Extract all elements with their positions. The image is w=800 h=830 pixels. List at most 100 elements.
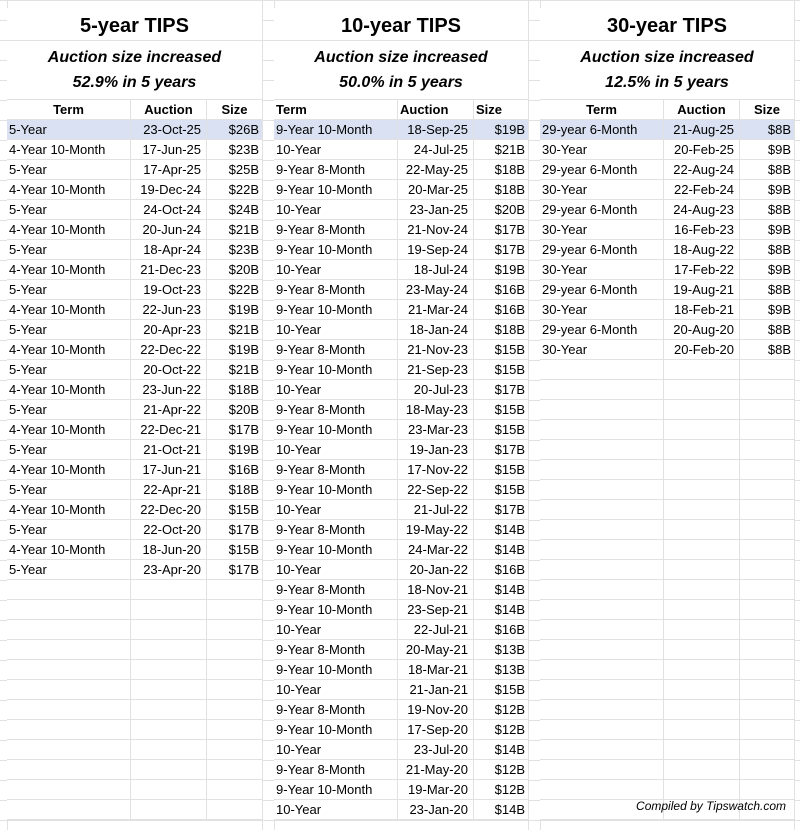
auction-date-cell[interactable]: 22-Dec-22	[131, 340, 207, 359]
table-row[interactable]: 30-Year 20-Feb-20 $8B	[540, 340, 794, 360]
size-cell[interactable]: $19B	[494, 262, 525, 277]
empty-cell[interactable]	[540, 580, 664, 599]
size-cell[interactable]: $17B	[228, 562, 259, 577]
auction-date-cell[interactable]: 20-Feb-20	[664, 340, 740, 359]
empty-cell[interactable]	[131, 700, 207, 719]
size-cell[interactable]: $20B	[228, 262, 259, 277]
empty-row[interactable]	[540, 620, 794, 640]
table-row[interactable]: 4-Year 10-Month 22-Jun-23 $19B	[7, 300, 262, 320]
term-cell[interactable]: 29-year 6-Month	[540, 120, 664, 139]
term-cell[interactable]: 5-Year	[7, 240, 131, 259]
term-cell[interactable]: 30-Year	[540, 300, 664, 319]
empty-cell[interactable]	[740, 380, 794, 399]
empty-cell[interactable]	[664, 600, 740, 619]
table-row[interactable]: 9-Year 10-Month 24-Mar-22 $14B	[274, 540, 528, 560]
auction-date-cell[interactable]: 19-Mar-20	[398, 780, 474, 799]
auction-date-cell[interactable]: 21-Apr-22	[131, 400, 207, 419]
table-row[interactable]: 9-Year 8-Month 18-Nov-21 $14B	[274, 580, 528, 600]
size-cell[interactable]: $21B	[228, 322, 259, 337]
empty-row[interactable]	[540, 720, 794, 740]
auction-date-cell[interactable]: 18-Mar-21	[398, 660, 474, 679]
size-cell[interactable]: $8B	[767, 322, 791, 337]
empty-row[interactable]	[540, 360, 794, 380]
empty-cell[interactable]	[664, 460, 740, 479]
auction-date-cell[interactable]: 18-Jul-24	[398, 260, 474, 279]
table-row[interactable]: 9-Year 10-Month 20-Mar-25 $18B	[274, 180, 528, 200]
size-cell[interactable]: $15B	[228, 502, 259, 517]
auction-date-cell[interactable]: 22-Dec-21	[131, 420, 207, 439]
size-cell[interactable]: $23B	[228, 242, 259, 257]
auction-date-cell[interactable]: 18-Jun-20	[131, 540, 207, 559]
table-row[interactable]: 5-Year 22-Oct-20 $17B	[7, 520, 262, 540]
table-row[interactable]: 5-Year 21-Apr-22 $20B	[7, 400, 262, 420]
empty-cell[interactable]	[740, 520, 794, 539]
empty-row[interactable]	[540, 440, 794, 460]
empty-cell[interactable]	[664, 540, 740, 559]
empty-cell[interactable]	[540, 540, 664, 559]
term-cell[interactable]: 5-Year	[7, 480, 131, 499]
auction-date-cell[interactable]: 23-Sep-21	[398, 600, 474, 619]
empty-cell[interactable]	[207, 660, 262, 679]
auction-date-cell[interactable]: 17-Nov-22	[398, 460, 474, 479]
empty-cell[interactable]	[7, 700, 131, 719]
empty-cell[interactable]	[664, 800, 740, 819]
auction-date-cell[interactable]: 23-Jul-20	[398, 740, 474, 759]
auction-date-cell[interactable]: 21-Nov-23	[398, 340, 474, 359]
empty-cell[interactable]	[7, 620, 131, 639]
term-cell[interactable]: 9-Year 10-Month	[274, 480, 398, 499]
table-row[interactable]: 9-Year 8-Month 19-Nov-20 $12B	[274, 700, 528, 720]
auction-date-cell[interactable]: 22-Feb-24	[664, 180, 740, 199]
term-cell[interactable]: 9-Year 10-Month	[274, 540, 398, 559]
size-cell[interactable]: $12B	[494, 702, 525, 717]
term-cell[interactable]: 10-Year	[274, 140, 398, 159]
term-cell[interactable]: 29-year 6-Month	[540, 280, 664, 299]
table-row[interactable]: 9-Year 8-Month 21-Nov-24 $17B	[274, 220, 528, 240]
table-row[interactable]: 4-Year 10-Month 22-Dec-22 $19B	[7, 340, 262, 360]
empty-cell[interactable]	[664, 720, 740, 739]
table-row[interactable]: 5-Year 22-Apr-21 $18B	[7, 480, 262, 500]
empty-cell[interactable]	[664, 360, 740, 379]
empty-cell[interactable]	[540, 740, 664, 759]
auction-date-cell[interactable]: 18-Jan-24	[398, 320, 474, 339]
auction-date-cell[interactable]: 19-Dec-24	[131, 180, 207, 199]
term-cell[interactable]: 9-Year 10-Month	[274, 720, 398, 739]
size-cell[interactable]: $18B	[494, 322, 525, 337]
empty-cell[interactable]	[740, 600, 794, 619]
empty-cell[interactable]	[7, 760, 131, 779]
table-row[interactable]: 29-year 6-Month 24-Aug-23 $8B	[540, 200, 794, 220]
size-cell[interactable]: $16B	[494, 562, 525, 577]
size-cell[interactable]: $24B	[228, 202, 259, 217]
term-cell[interactable]: 29-year 6-Month	[540, 160, 664, 179]
empty-row[interactable]	[540, 600, 794, 620]
empty-row[interactable]	[540, 640, 794, 660]
term-cell[interactable]: 4-Year 10-Month	[7, 220, 131, 239]
empty-cell[interactable]	[540, 440, 664, 459]
empty-row[interactable]	[7, 620, 262, 640]
term-cell[interactable]: 9-Year 8-Month	[274, 400, 398, 419]
table-row[interactable]: 10-Year 18-Jul-24 $19B	[274, 260, 528, 280]
auction-date-cell[interactable]: 23-Jun-22	[131, 380, 207, 399]
empty-cell[interactable]	[664, 560, 740, 579]
auction-date-cell[interactable]: 20-Apr-23	[131, 320, 207, 339]
auction-date-cell[interactable]: 22-Dec-20	[131, 500, 207, 519]
empty-cell[interactable]	[540, 400, 664, 419]
size-cell[interactable]: $17B	[494, 242, 525, 257]
size-cell[interactable]: $20B	[228, 402, 259, 417]
size-cell[interactable]: $12B	[494, 762, 525, 777]
table-row[interactable]: 29-year 6-Month 21-Aug-25 $8B	[540, 120, 794, 140]
empty-row[interactable]	[540, 780, 794, 800]
size-cell[interactable]: $22B	[228, 282, 259, 297]
table-row[interactable]: 9-Year 10-Month 21-Sep-23 $15B	[274, 360, 528, 380]
term-cell[interactable]: 9-Year 10-Month	[274, 660, 398, 679]
term-cell[interactable]: 29-year 6-Month	[540, 240, 664, 259]
auction-date-cell[interactable]: 22-Sep-22	[398, 480, 474, 499]
empty-cell[interactable]	[540, 800, 664, 819]
empty-cell[interactable]	[207, 700, 262, 719]
size-cell[interactable]: $17B	[228, 522, 259, 537]
size-cell[interactable]: $15B	[494, 342, 525, 357]
empty-cell[interactable]	[664, 420, 740, 439]
size-cell[interactable]: $18B	[228, 482, 259, 497]
empty-row[interactable]	[540, 740, 794, 760]
empty-cell[interactable]	[7, 720, 131, 739]
size-cell[interactable]: $16B	[228, 462, 259, 477]
